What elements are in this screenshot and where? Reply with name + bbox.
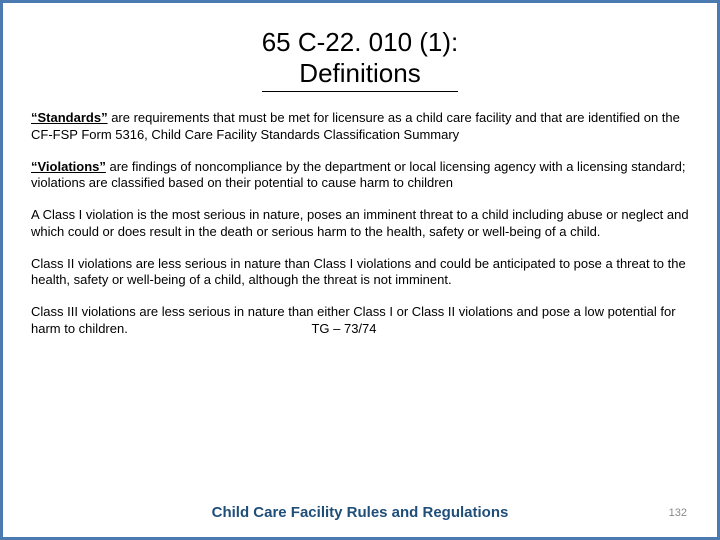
para-standards: “Standards” are requirements that must b… bbox=[31, 110, 689, 143]
slide-title: 65 C-22. 010 (1): Definitions bbox=[262, 27, 459, 92]
slide-frame: 65 C-22. 010 (1): Definitions “Standards… bbox=[0, 0, 720, 540]
text-violations: are findings of noncompliance by the dep… bbox=[31, 159, 685, 190]
body-area: “Standards” are requirements that must b… bbox=[3, 102, 717, 337]
tg-reference: TG – 73/74 bbox=[311, 321, 376, 337]
para-violations: “Violations” are findings of noncomplian… bbox=[31, 159, 689, 192]
term-standards: “Standards” bbox=[31, 110, 108, 125]
text-standards: are requirements that must be met for li… bbox=[31, 110, 680, 141]
title-line2: Definitions bbox=[299, 58, 420, 88]
para-class1: A Class I violation is the most serious … bbox=[31, 207, 689, 240]
term-violations: “Violations” bbox=[31, 159, 106, 174]
para-class3: Class III violations are less serious in… bbox=[31, 304, 689, 337]
footer-block: Child Care Facility Rules and Regulation… bbox=[3, 504, 717, 521]
title-block: 65 C-22. 010 (1): Definitions bbox=[3, 3, 717, 102]
title-line1: 65 C-22. 010 (1): bbox=[262, 27, 459, 57]
para-class2: Class II violations are less serious in … bbox=[31, 256, 689, 289]
page-number: 132 bbox=[669, 507, 687, 519]
footer-title: Child Care Facility Rules and Regulation… bbox=[31, 504, 689, 521]
